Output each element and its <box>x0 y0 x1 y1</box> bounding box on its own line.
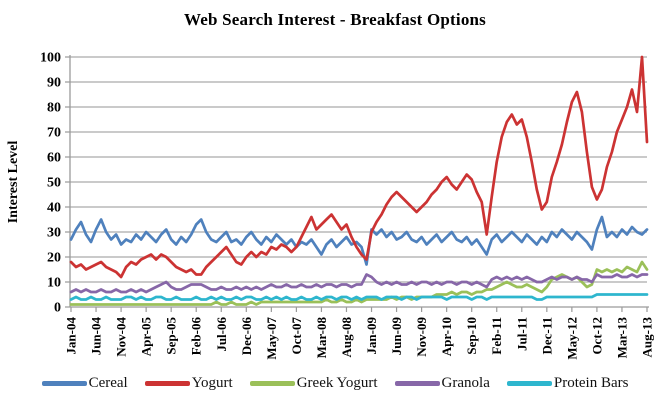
legend-item-yogurt: Yogurt <box>144 375 233 392</box>
x-tick-label: Apr-10 <box>439 317 454 356</box>
x-tick-label: Aug-13 <box>640 317 655 358</box>
y-tick-label: 30 <box>47 226 61 241</box>
x-tick-label: Nov-04 <box>114 317 129 357</box>
x-tick-label: Mar-08 <box>314 317 329 359</box>
y-tick-label: 100 <box>40 51 61 66</box>
legend-item-protein-bars: Protein Bars <box>506 375 629 392</box>
legend-swatch <box>144 381 190 386</box>
legend-swatch <box>249 381 295 386</box>
x-tick-label: Oct-12 <box>589 317 604 355</box>
x-tick-label: Sep-10 <box>464 317 479 355</box>
y-tick-label: 10 <box>47 276 61 291</box>
y-tick-label: 60 <box>47 151 61 166</box>
chart-title: Web Search Interest - Breakfast Options <box>184 10 486 29</box>
x-tick-label: Jul-06 <box>214 317 229 352</box>
legend-swatch <box>506 381 552 386</box>
legend-label: Greek Yogurt <box>296 375 378 391</box>
x-tick-label: Jun-04 <box>89 317 104 356</box>
series-line-cereal <box>69 215 649 266</box>
y-tick-label: 80 <box>47 101 61 116</box>
x-tick-label: May-07 <box>264 317 279 360</box>
legend-item-granola: Granola <box>394 375 490 392</box>
y-tick-label: 20 <box>47 251 61 266</box>
y-tick-label: 0 <box>54 301 61 316</box>
series-line-granola <box>69 273 649 294</box>
series-line-yogurt <box>69 55 649 279</box>
x-tick-label: Sep-05 <box>164 317 179 355</box>
x-tick-label: Jun-09 <box>389 317 404 356</box>
y-tick-label: 70 <box>47 126 61 141</box>
legend: Cereal Yogurt Greek Yogurt Granola Protein B… <box>0 375 670 392</box>
x-tick-label: Feb-11 <box>489 317 504 355</box>
legend-swatch <box>41 381 87 386</box>
x-tick-label: Jan-04 <box>64 317 79 355</box>
x-tick-label: Feb-06 <box>189 317 204 356</box>
y-tick-label: 50 <box>47 176 61 191</box>
y-tick-label: 90 <box>47 76 61 91</box>
x-tick-label: Jul-11 <box>514 317 529 351</box>
legend-label: Cereal <box>88 375 128 391</box>
series-line-greek-yogurt <box>69 260 649 306</box>
series-line-protein-bars <box>69 293 649 301</box>
legend-item-cereal: Cereal <box>41 375 128 392</box>
legend-label: Protein Bars <box>553 375 629 391</box>
legend-item-greek-yogurt: Greek Yogurt <box>249 375 378 392</box>
x-tick-label: Dec-06 <box>239 317 254 356</box>
x-tick-label: Jan-09 <box>364 317 379 355</box>
legend-swatch <box>394 381 440 386</box>
x-tick-label: Oct-07 <box>289 317 304 355</box>
legend-label: Granola <box>441 375 490 391</box>
x-tick-label: May-12 <box>564 317 579 360</box>
x-tick-label: Apr-05 <box>139 317 154 357</box>
x-tick-label: Nov-09 <box>414 317 429 357</box>
x-tick-label: Aug-08 <box>339 317 354 358</box>
x-tick-label: Dec-11 <box>539 317 554 355</box>
x-tick-label: Mar-13 <box>614 317 629 359</box>
legend-label: Yogurt <box>191 375 233 391</box>
y-tick-label: 40 <box>47 201 61 216</box>
